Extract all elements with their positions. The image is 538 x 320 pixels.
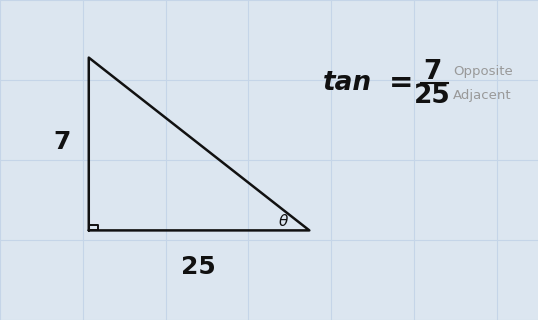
Text: 7: 7 bbox=[423, 59, 441, 85]
Text: 25: 25 bbox=[181, 255, 215, 279]
Text: Adjacent: Adjacent bbox=[453, 89, 512, 101]
Text: =: = bbox=[388, 69, 413, 97]
Text: 25: 25 bbox=[414, 83, 450, 109]
Text: Opposite: Opposite bbox=[453, 65, 513, 77]
Text: $\theta$: $\theta$ bbox=[278, 213, 289, 229]
Text: 7: 7 bbox=[53, 130, 70, 154]
Text: tan: tan bbox=[322, 70, 372, 96]
